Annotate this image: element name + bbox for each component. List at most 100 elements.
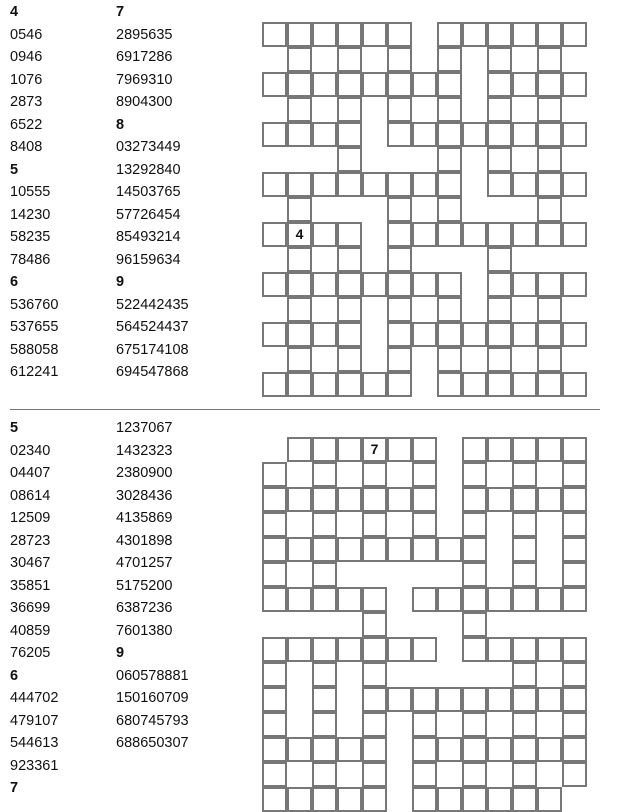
grid-cell[interactable] — [462, 222, 487, 247]
grid-cell[interactable] — [362, 462, 387, 487]
grid-cell[interactable] — [412, 122, 437, 147]
grid-cell[interactable] — [462, 437, 487, 462]
grid-cell[interactable] — [562, 687, 587, 712]
grid-cell[interactable] — [462, 762, 487, 787]
grid-cell[interactable] — [537, 197, 562, 222]
grid-cell[interactable] — [262, 787, 287, 812]
grid-cell[interactable] — [287, 487, 312, 512]
grid-cell[interactable] — [287, 372, 312, 397]
grid-cell[interactable] — [262, 562, 287, 587]
grid-cell[interactable] — [337, 47, 362, 72]
grid-cell[interactable] — [312, 587, 337, 612]
grid-cell[interactable] — [337, 272, 362, 297]
grid-cell[interactable] — [512, 172, 537, 197]
grid-cell[interactable] — [512, 487, 537, 512]
grid-cell[interactable] — [287, 737, 312, 762]
grid-cell[interactable] — [337, 737, 362, 762]
grid-cell[interactable] — [387, 347, 412, 372]
grid-cell[interactable] — [512, 537, 537, 562]
grid-cell[interactable] — [487, 687, 512, 712]
grid-cell[interactable] — [462, 587, 487, 612]
grid-cell[interactable] — [287, 22, 312, 47]
grid-cell[interactable] — [262, 22, 287, 47]
grid-cell[interactable] — [537, 687, 562, 712]
grid-cell[interactable] — [412, 272, 437, 297]
grid-cell[interactable] — [412, 222, 437, 247]
grid-cell[interactable] — [487, 322, 512, 347]
grid-cell[interactable] — [462, 712, 487, 737]
grid-cell[interactable] — [362, 72, 387, 97]
grid-cell[interactable] — [387, 72, 412, 97]
grid-cell[interactable] — [562, 662, 587, 687]
grid-cell-given[interactable]: 4 — [287, 222, 312, 247]
grid-cell[interactable] — [462, 462, 487, 487]
grid-cell[interactable] — [262, 587, 287, 612]
grid-cell[interactable] — [462, 787, 487, 812]
grid-cell[interactable] — [512, 587, 537, 612]
grid-cell[interactable] — [337, 437, 362, 462]
grid-cell[interactable] — [312, 487, 337, 512]
grid-cell[interactable] — [362, 512, 387, 537]
grid-cell[interactable] — [412, 437, 437, 462]
grid-cell[interactable] — [337, 122, 362, 147]
grid-cell[interactable] — [512, 272, 537, 297]
grid-cell[interactable] — [312, 737, 337, 762]
grid-cell[interactable] — [337, 372, 362, 397]
grid-cell[interactable] — [487, 347, 512, 372]
grid-cell[interactable] — [562, 637, 587, 662]
grid-cell[interactable] — [287, 322, 312, 347]
grid-cell[interactable] — [287, 537, 312, 562]
grid-cell[interactable] — [387, 247, 412, 272]
grid-cell[interactable] — [512, 737, 537, 762]
grid-cell[interactable] — [487, 222, 512, 247]
grid-cell[interactable] — [562, 22, 587, 47]
grid-cell[interactable] — [262, 637, 287, 662]
grid-cell[interactable] — [312, 462, 337, 487]
grid-cell[interactable] — [412, 322, 437, 347]
grid-cell[interactable] — [287, 437, 312, 462]
grid-cell[interactable] — [312, 712, 337, 737]
grid-cell[interactable] — [262, 512, 287, 537]
grid-cell[interactable] — [362, 587, 387, 612]
grid-cell[interactable] — [512, 437, 537, 462]
grid-cell[interactable] — [437, 347, 462, 372]
grid-cell[interactable] — [437, 297, 462, 322]
grid-cell[interactable] — [287, 347, 312, 372]
grid-cell[interactable] — [312, 687, 337, 712]
grid-cell[interactable] — [362, 787, 387, 812]
grid-cell[interactable] — [262, 272, 287, 297]
grid-cell[interactable] — [562, 762, 587, 787]
grid-cell[interactable] — [462, 537, 487, 562]
grid-cell[interactable] — [312, 322, 337, 347]
grid-cell[interactable] — [387, 272, 412, 297]
grid-cell[interactable] — [487, 97, 512, 122]
grid-cell[interactable] — [462, 637, 487, 662]
grid-cell[interactable] — [312, 787, 337, 812]
grid-cell[interactable] — [462, 512, 487, 537]
grid-cell[interactable] — [412, 762, 437, 787]
grid-cell[interactable] — [387, 22, 412, 47]
grid-cell[interactable] — [512, 72, 537, 97]
grid-cell[interactable] — [437, 587, 462, 612]
grid-cell[interactable] — [287, 587, 312, 612]
grid-cell[interactable] — [562, 272, 587, 297]
grid-cell[interactable] — [387, 222, 412, 247]
grid-cell[interactable] — [537, 222, 562, 247]
grid-cell[interactable] — [412, 737, 437, 762]
grid-cell[interactable] — [287, 637, 312, 662]
grid-cell[interactable] — [262, 462, 287, 487]
grid-cell[interactable] — [537, 147, 562, 172]
grid-cell[interactable] — [462, 562, 487, 587]
grid-cell[interactable] — [437, 72, 462, 97]
grid-cell[interactable] — [362, 762, 387, 787]
grid-cell[interactable] — [312, 122, 337, 147]
grid-cell[interactable] — [362, 612, 387, 637]
grid-cell[interactable] — [487, 122, 512, 147]
grid-cell[interactable] — [362, 272, 387, 297]
grid-cell[interactable] — [487, 737, 512, 762]
grid-cell[interactable] — [537, 322, 562, 347]
grid-cell[interactable] — [337, 97, 362, 122]
grid-cell[interactable] — [512, 662, 537, 687]
grid-cell[interactable] — [362, 712, 387, 737]
grid-cell[interactable] — [487, 47, 512, 72]
